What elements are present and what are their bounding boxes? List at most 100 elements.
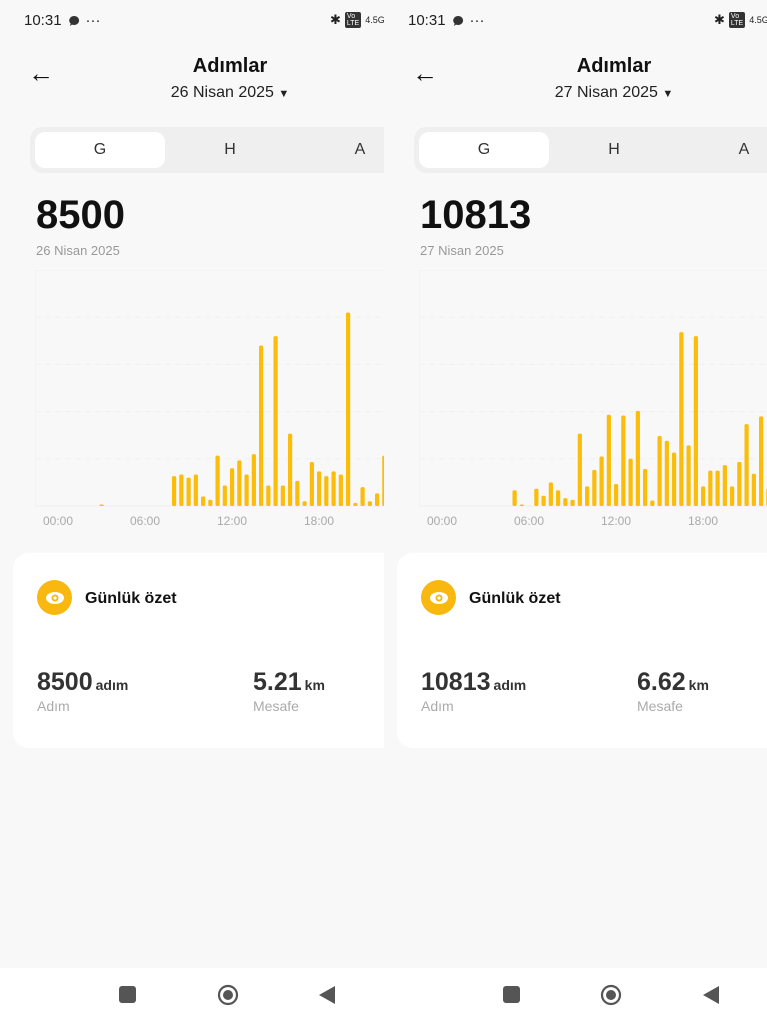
eye-icon	[37, 580, 72, 615]
step-bar[interactable]	[664, 440, 669, 506]
step-bar[interactable]	[280, 485, 285, 506]
recents-icon[interactable]	[119, 986, 136, 1003]
step-bar[interactable]	[215, 455, 220, 506]
step-bar[interactable]	[628, 458, 633, 506]
step-bar[interactable]	[737, 461, 742, 506]
home-icon[interactable]	[217, 984, 239, 1006]
x-tick-label: 00:00	[43, 514, 73, 528]
step-bar[interactable]	[201, 496, 206, 506]
step-bar[interactable]	[672, 452, 677, 506]
step-bar[interactable]	[172, 476, 177, 506]
step-bar[interactable]	[99, 504, 104, 507]
step-bar[interactable]	[686, 445, 691, 506]
tab-h[interactable]: H	[224, 141, 236, 158]
step-bar[interactable]	[701, 486, 706, 506]
step-bar[interactable]	[585, 486, 590, 506]
date-label: 27 Nisan 2025	[554, 84, 658, 101]
step-bar[interactable]	[186, 477, 191, 506]
clock: 10:31	[24, 12, 62, 29]
step-bar[interactable]	[614, 483, 619, 506]
dropdown-caret-icon: ▼	[278, 88, 290, 100]
page-title: Adımlar	[192, 55, 268, 77]
step-bar[interactable]	[541, 495, 546, 506]
step-bar[interactable]	[730, 486, 735, 506]
step-bar[interactable]	[751, 473, 756, 506]
tab-a[interactable]: A	[738, 141, 750, 158]
recents-icon[interactable]	[503, 986, 520, 1003]
step-bar[interactable]	[650, 500, 655, 506]
step-bar[interactable]	[331, 471, 336, 506]
back-arrow-icon[interactable]: ←	[28, 58, 54, 88]
step-bar[interactable]	[302, 501, 307, 506]
step-bar[interactable]	[193, 474, 198, 506]
step-bar[interactable]	[244, 474, 249, 506]
step-bar[interactable]	[317, 471, 322, 506]
distance-value: 6.62 km	[637, 668, 709, 696]
tab-g[interactable]: G	[35, 132, 165, 168]
total-steps: 10813	[420, 193, 532, 237]
step-bar[interactable]	[548, 482, 553, 506]
step-bar[interactable]	[621, 415, 626, 506]
step-bar[interactable]	[635, 410, 640, 506]
step-bar[interactable]	[519, 504, 524, 507]
step-bar[interactable]	[230, 468, 235, 506]
step-bar[interactable]	[367, 501, 372, 506]
step-bar[interactable]	[179, 474, 184, 506]
back-nav-icon[interactable]	[703, 986, 720, 1004]
step-bar[interactable]	[577, 433, 582, 506]
bluetooth-icon: ✱	[714, 12, 725, 27]
step-bar[interactable]	[643, 469, 648, 506]
step-bar[interactable]	[251, 454, 256, 506]
step-bar[interactable]	[708, 470, 713, 506]
step-bar[interactable]	[338, 474, 343, 506]
date-picker[interactable]: 27 Nisan 2025 ▼	[384, 84, 767, 102]
step-bar[interactable]	[592, 469, 597, 506]
step-bar[interactable]	[309, 461, 314, 506]
step-bar[interactable]	[744, 424, 749, 506]
tab-a[interactable]: A	[354, 141, 366, 158]
date-label: 26 Nisan 2025	[170, 84, 274, 101]
x-tick-label: 06:00	[514, 514, 544, 528]
step-bar[interactable]	[222, 485, 227, 506]
step-bar[interactable]	[360, 487, 365, 506]
step-bar[interactable]	[382, 455, 384, 506]
step-bar[interactable]	[353, 502, 358, 506]
back-nav-icon[interactable]	[319, 986, 336, 1004]
step-bar[interactable]	[563, 498, 568, 506]
step-bar[interactable]	[679, 332, 684, 506]
step-bar[interactable]	[599, 456, 604, 506]
tab-h[interactable]: H	[608, 141, 620, 158]
step-bar[interactable]	[657, 435, 662, 506]
step-bar[interactable]	[295, 480, 300, 506]
step-bar[interactable]	[534, 488, 539, 506]
step-bar[interactable]	[570, 499, 575, 506]
step-bar[interactable]	[375, 493, 380, 506]
step-bar[interactable]	[715, 470, 720, 506]
date-picker[interactable]: 26 Nisan 2025 ▼	[0, 84, 384, 102]
step-bar[interactable]	[722, 465, 727, 506]
step-bar[interactable]	[266, 485, 271, 506]
step-bar[interactable]	[346, 312, 351, 506]
phone-screen: 10:31 ··· ✱ Vo LTE 4.5G ← Adımlar 27 Nisan …	[384, 0, 767, 968]
step-bar[interactable]	[324, 476, 329, 506]
step-bar[interactable]	[208, 499, 213, 506]
step-bar[interactable]	[512, 490, 517, 506]
back-arrow-icon[interactable]: ←	[412, 58, 438, 88]
step-bar[interactable]	[693, 336, 698, 506]
step-bar[interactable]	[556, 490, 561, 506]
step-bar[interactable]	[606, 414, 611, 506]
x-tick-label: 12:00	[217, 514, 247, 528]
home-icon[interactable]	[600, 984, 622, 1006]
chat-bubble-icon	[68, 15, 79, 26]
step-bar[interactable]	[237, 460, 242, 506]
tab-g[interactable]: G	[419, 132, 549, 168]
step-bar[interactable]	[259, 345, 264, 506]
x-tick-label: 00:00	[427, 514, 457, 528]
step-bar[interactable]	[759, 416, 764, 506]
step-bar[interactable]	[288, 433, 293, 506]
step-bar[interactable]	[273, 336, 278, 506]
summary-title: Günlük özet	[85, 590, 177, 607]
